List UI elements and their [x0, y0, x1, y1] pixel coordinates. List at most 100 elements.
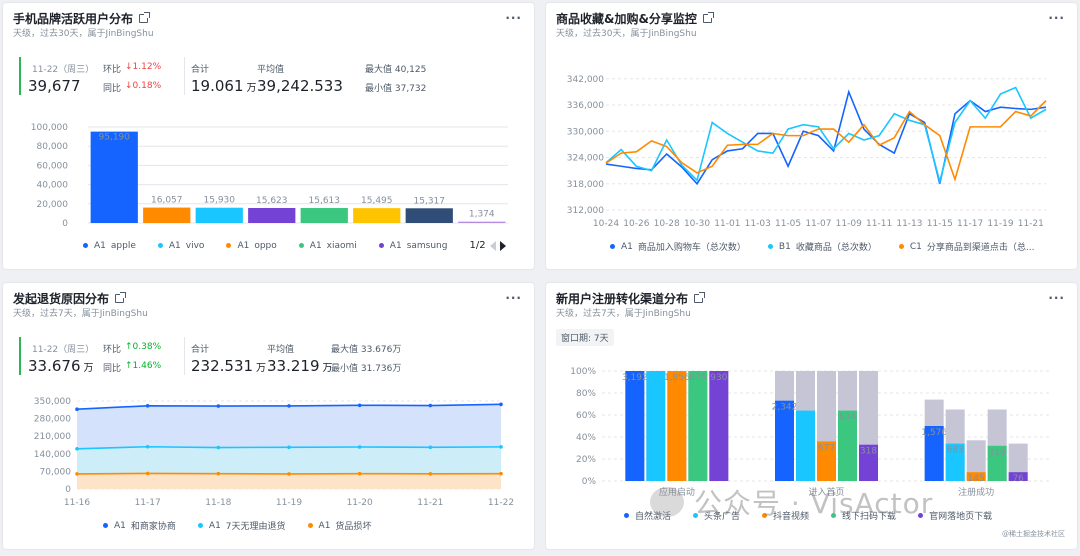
legend-pager[interactable]: 1/2	[469, 240, 506, 251]
data-point	[499, 402, 503, 407]
kpi-min: 最小值 31.736万	[331, 364, 402, 374]
legend-item[interactable]: A1 货品损坏	[307, 519, 371, 532]
card-subtitle: 天级，过去30天，属于JinBingShu	[556, 29, 697, 39]
legend-dot-icon	[83, 243, 88, 248]
legend-dot-icon	[693, 513, 699, 518]
y-tick-label: 20%	[576, 455, 596, 465]
y-tick-label: 70,000	[40, 467, 72, 477]
legend-prefix: C1	[909, 241, 922, 252]
legend-item[interactable]: A1 商品加入购物车（总次数）	[610, 240, 746, 253]
bar-background	[966, 440, 986, 481]
data-point	[75, 407, 79, 412]
kpi-max: 最大值 33.676万	[331, 345, 402, 355]
more-options-icon[interactable]: ···	[505, 291, 522, 305]
legend-dot-icon	[103, 523, 108, 528]
kpi-yoy-value: ↑1.46%	[125, 361, 162, 371]
channel-funnel-bar-chart: 0% 20% 40% 60% 80% 100% 3,192 1,856 675 930 应用启动 2,…	[570, 367, 1051, 498]
bar	[646, 371, 666, 481]
legend-item[interactable]: A1 xiaomi	[298, 240, 357, 251]
more-options-icon[interactable]: ···	[505, 11, 522, 25]
bar-data-label: 675	[689, 373, 706, 383]
legend-item[interactable]: A1 apple	[83, 240, 136, 251]
kpi-mom-value: ↑0.38%	[125, 342, 162, 352]
bar	[1008, 472, 1028, 481]
external-link-icon[interactable]	[139, 12, 151, 23]
external-link-icon[interactable]	[702, 12, 714, 23]
data-point	[499, 471, 503, 476]
data-point	[145, 403, 150, 408]
card-title: 新用户注册转化渠道分布	[556, 290, 706, 307]
bar	[248, 208, 296, 223]
legend-item[interactable]: 自然激活	[624, 509, 671, 522]
legend-label: 商品加入购物车（总次数）	[637, 243, 746, 253]
y-tick-label: 0	[65, 485, 71, 495]
x-tick-label: 11-19	[276, 498, 302, 508]
y-tick-label: 40%	[576, 433, 596, 443]
bar	[353, 208, 401, 223]
legend-label: 线下扫码下载	[842, 512, 897, 522]
more-options-icon[interactable]: ···	[1048, 11, 1065, 25]
legend-item[interactable]: A1 samsung	[378, 240, 447, 251]
data-point	[216, 445, 221, 450]
favorites-line-chart: 312,000 318,000 324,000 330,000 336,000 342,0…	[567, 75, 1047, 229]
legend-item[interactable]: A1 oppo	[226, 240, 277, 251]
legend-dot-icon	[762, 513, 768, 518]
external-link-icon[interactable]	[694, 292, 706, 303]
more-options-icon[interactable]: ···	[1048, 291, 1065, 305]
y-tick-label: 330,000	[567, 127, 604, 137]
y-tick-label: 280,000	[34, 415, 71, 425]
kpi-accent-bar	[19, 57, 21, 95]
bar	[817, 441, 836, 481]
legend-item[interactable]: C1 分享商品到渠道点击（总...	[898, 240, 1034, 253]
legend-item[interactable]: 线下扫码下载	[831, 509, 896, 522]
kpi-sum-unit: 万	[246, 83, 257, 94]
legend-item[interactable]: B1 收藏商品（总次数）	[767, 240, 877, 253]
legend-prefix: B1	[778, 241, 791, 252]
data-point	[145, 444, 150, 449]
bar-data-label: 15,623	[256, 196, 288, 206]
legend-item[interactable]: 官网落地页下载	[918, 509, 992, 522]
bar-data-label: 1,374	[469, 210, 495, 220]
bar	[924, 426, 944, 481]
credit-text: @稀土掘金技术社区	[1002, 530, 1065, 538]
legend-item[interactable]: A1 和商家协商	[103, 519, 176, 532]
bar	[625, 371, 645, 481]
prev-page-icon[interactable]	[489, 240, 496, 251]
chart-legend: A1 apple A1 vivo A1 oppo A1 xiaomi A1 samsung 1/2	[83, 240, 506, 251]
series-line	[605, 86, 1047, 185]
kpi-sum-value: 19.061	[191, 77, 244, 95]
kpi-sum-label: 合计	[191, 345, 210, 355]
x-tick-label: 10-24	[593, 219, 619, 229]
legend-label: 自然激活	[635, 512, 672, 522]
legend-dot-icon	[157, 243, 163, 248]
legend-dot-icon	[307, 523, 313, 528]
legend-item[interactable]: A1 7天无理由退货	[197, 519, 286, 532]
legend-dot-icon	[378, 243, 384, 248]
chart-legend: A1 和商家协商 A1 7天无理由退货 A1 货品损坏	[103, 519, 393, 532]
data-point	[428, 471, 433, 476]
card-subtitle: 天级，过去7天，属于JinBingShu	[556, 309, 691, 319]
data-point	[428, 403, 433, 408]
new-user-channel-card: 新用户注册转化渠道分布 天级，过去7天，属于JinBingShu ··· 窗口期…	[545, 282, 1078, 550]
external-link-icon[interactable]	[115, 292, 127, 303]
x-tick-label: 注册成功	[958, 486, 994, 498]
kpi-divider	[184, 337, 185, 375]
legend-prefix: A1	[389, 240, 402, 251]
card-title-text: 手机品牌活跃用户分布	[13, 12, 134, 26]
legend-item[interactable]: 头条广告	[693, 509, 740, 522]
legend-dot-icon	[767, 244, 773, 249]
kpi-panel: 11-22（周三） 33.676 万 环比 ↑0.38% 同比 ↑1.46% 合计…	[19, 337, 499, 377]
legend-item[interactable]: 抖音视频	[762, 509, 809, 522]
kpi-max: 最大值 40,125	[365, 65, 427, 75]
bar-data-label: 1,576	[921, 428, 947, 438]
y-tick-label: 318,000	[567, 180, 604, 190]
legend-item[interactable]: A1 vivo	[157, 240, 204, 251]
x-tick-label: 10-26	[623, 219, 649, 229]
x-tick-label: 11-01	[714, 219, 740, 229]
data-point	[145, 471, 150, 476]
card-subtitle: 天级，过去30天，属于JinBingShu	[13, 29, 154, 39]
x-tick-label: 11-05	[775, 219, 801, 229]
legend-label: 收藏商品（总次数）	[795, 243, 877, 253]
data-point	[357, 403, 362, 408]
next-page-icon[interactable]	[499, 240, 506, 251]
